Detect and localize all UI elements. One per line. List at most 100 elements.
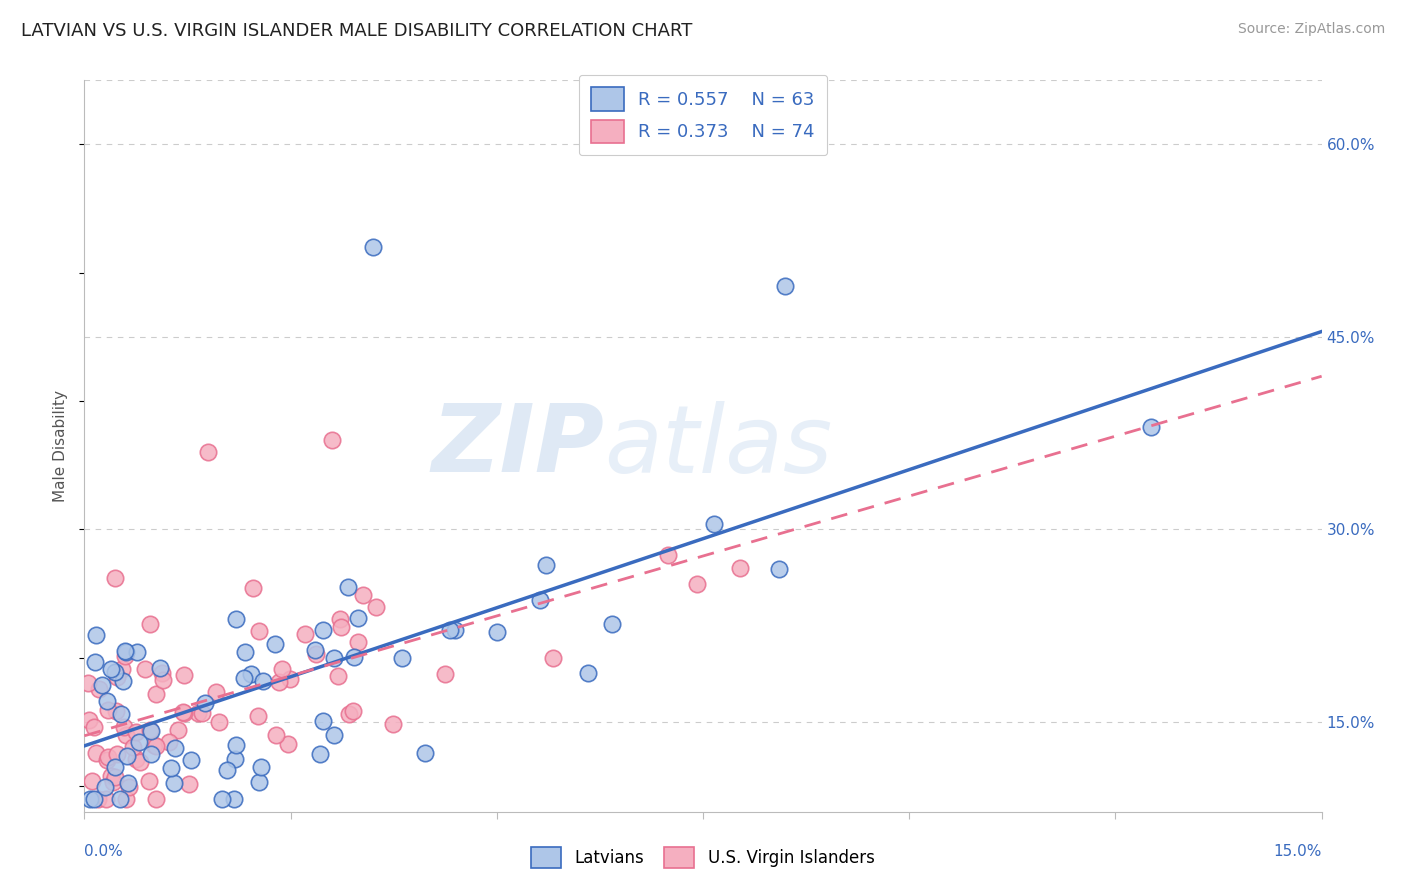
Legend: R = 0.557    N = 63, R = 0.373    N = 74: R = 0.557 N = 63, R = 0.373 N = 74 <box>579 75 827 155</box>
Point <box>232 671 254 685</box>
Point <box>115 748 138 763</box>
Point <box>145 739 167 753</box>
Point <box>225 612 247 626</box>
Point <box>328 612 350 626</box>
Point <box>96 694 118 708</box>
Point <box>84 628 107 642</box>
Point <box>105 670 128 684</box>
Point <box>108 792 131 806</box>
Point <box>104 704 127 718</box>
Point <box>83 792 105 806</box>
Point <box>247 709 270 723</box>
Point <box>657 549 679 563</box>
Point <box>77 675 100 690</box>
Point <box>139 747 162 761</box>
Point <box>686 576 709 591</box>
Point <box>361 240 384 254</box>
Point <box>115 792 138 806</box>
Point <box>703 517 725 532</box>
Point <box>529 592 551 607</box>
Point <box>114 649 136 664</box>
Point <box>172 705 194 719</box>
Text: Source: ZipAtlas.com: Source: ZipAtlas.com <box>1237 22 1385 37</box>
Point <box>94 792 117 806</box>
Point <box>166 723 188 738</box>
Text: ZIP: ZIP <box>432 400 605 492</box>
Point <box>294 627 316 641</box>
Point <box>342 705 364 719</box>
Text: 0.0%: 0.0% <box>84 844 124 859</box>
Point <box>413 747 436 761</box>
Point <box>250 759 273 773</box>
Point <box>97 750 120 764</box>
Point <box>114 645 136 659</box>
Point <box>775 278 797 293</box>
Point <box>264 637 287 651</box>
Point <box>145 687 167 701</box>
Point <box>247 624 270 639</box>
Point <box>173 706 195 720</box>
Point <box>89 682 111 697</box>
Point <box>139 617 162 632</box>
Point <box>326 669 349 683</box>
Point <box>366 599 388 614</box>
Point <box>163 776 186 790</box>
Point <box>330 620 353 634</box>
Point <box>101 775 124 789</box>
Point <box>352 588 374 602</box>
Point <box>434 666 457 681</box>
Point <box>381 717 404 731</box>
Point <box>439 623 461 637</box>
Point <box>114 728 136 742</box>
Point <box>139 723 162 737</box>
Point <box>224 792 246 806</box>
Point <box>157 735 180 749</box>
Point <box>145 792 167 806</box>
Point <box>128 734 150 748</box>
Point <box>97 703 120 717</box>
Point <box>111 662 134 676</box>
Point <box>312 714 335 729</box>
Point <box>91 678 114 692</box>
Point <box>180 753 202 767</box>
Point <box>312 623 335 637</box>
Point <box>173 667 195 681</box>
Point <box>304 643 326 657</box>
Point <box>347 611 370 625</box>
Point <box>105 747 128 761</box>
Point <box>79 792 101 806</box>
Point <box>347 635 370 649</box>
Point <box>125 725 148 739</box>
Point <box>100 662 122 676</box>
Legend: Latvians, U.S. Virgin Islanders: Latvians, U.S. Virgin Islanders <box>524 840 882 875</box>
Point <box>96 753 118 767</box>
Point <box>152 673 174 687</box>
Point <box>211 792 233 806</box>
Point <box>104 770 127 784</box>
Point <box>235 645 257 659</box>
Point <box>150 666 173 681</box>
Point <box>134 663 156 677</box>
Point <box>541 650 564 665</box>
Point <box>179 777 201 791</box>
Point <box>278 673 301 687</box>
Point <box>264 728 287 742</box>
Text: atlas: atlas <box>605 401 832 491</box>
Point <box>225 739 247 753</box>
Point <box>143 738 166 752</box>
Point <box>165 741 187 756</box>
Point <box>576 665 599 680</box>
Point <box>104 665 127 680</box>
Point <box>337 707 360 722</box>
Point <box>322 650 344 665</box>
Point <box>128 755 150 769</box>
Point <box>443 623 465 637</box>
Point <box>121 740 143 755</box>
Point <box>391 651 413 665</box>
Point <box>117 775 139 789</box>
Point <box>197 445 219 459</box>
Point <box>486 624 509 639</box>
Point <box>242 581 264 595</box>
Point <box>114 643 136 657</box>
Point <box>267 674 290 689</box>
